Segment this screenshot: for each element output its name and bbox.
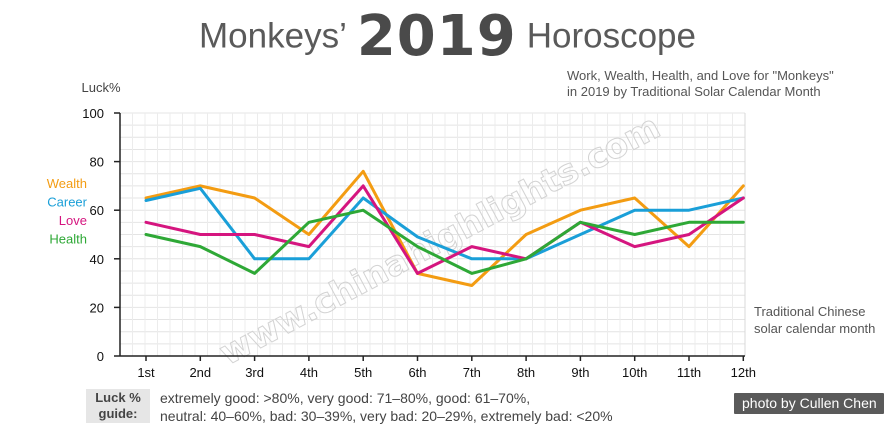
x-tick-label: 1st xyxy=(137,365,155,380)
y-tick-label: 20 xyxy=(90,300,104,315)
y-tick-label: 60 xyxy=(90,203,104,218)
x-tick-label: 2nd xyxy=(189,365,211,380)
title-suffix: Horoscope xyxy=(526,16,696,56)
luck-guide-label-line-2: guide: xyxy=(98,406,138,421)
title-year: 2019 xyxy=(356,4,517,69)
x-tick-label: 3rd xyxy=(245,365,264,380)
subtitle-line-1: Work, Wealth, Health, and Love for "Monk… xyxy=(567,68,834,83)
x-tick-label: 4th xyxy=(300,365,318,380)
x-tick-label: 9th xyxy=(571,365,589,380)
legend-item-health: Health xyxy=(49,232,87,247)
title-prefix: Monkeys’ xyxy=(199,16,347,56)
legend-item-love: Love xyxy=(59,213,87,228)
y-tick-label: 40 xyxy=(90,252,104,267)
series-line-career xyxy=(144,186,745,261)
series-line-wealth xyxy=(144,169,745,287)
series-line-health xyxy=(144,208,745,275)
legend-item-wealth: Wealth xyxy=(47,176,87,191)
y-tick-label: 0 xyxy=(97,349,104,364)
x-tick-label: 10th xyxy=(622,365,647,380)
luck-guide-line-2: neutral: 40–60%, bad: 30–39%, very bad: … xyxy=(160,408,613,424)
x-tick-label: 8th xyxy=(517,365,535,380)
x-axis-title-line-2: solar calendar month xyxy=(754,321,875,336)
y-tick-label: 80 xyxy=(90,155,104,170)
luck-guide-text: extremely good: >80%, very good: 71–80%,… xyxy=(160,389,613,425)
x-axis-title-line-1: Traditional Chinese xyxy=(754,304,866,319)
chart-subtitle: Work, Wealth, Health, and Love for "Monk… xyxy=(567,68,834,100)
legend-item-career: Career xyxy=(47,195,87,210)
x-tick-label: 12th xyxy=(731,365,756,380)
x-tick-label: 6th xyxy=(408,365,426,380)
luck-guide-label: Luck % guide: xyxy=(86,389,150,423)
x-tick-label: 11th xyxy=(677,365,701,380)
y-tick-label: 100 xyxy=(82,106,104,121)
luck-guide-label-line-1: Luck % xyxy=(95,390,141,405)
photo-credit: photo by Cullen Chen xyxy=(734,393,884,414)
subtitle-line-2: in 2019 by Traditional Solar Calendar Mo… xyxy=(567,84,821,99)
luck-guide-line-1: extremely good: >80%, very good: 71–80%,… xyxy=(160,390,531,406)
x-tick-label: 7th xyxy=(463,365,481,380)
y-axis-title: Luck% xyxy=(81,80,120,95)
page-title: Monkeys’ 2019 Horoscope xyxy=(0,4,895,69)
x-tick-label: 5th xyxy=(354,365,372,380)
